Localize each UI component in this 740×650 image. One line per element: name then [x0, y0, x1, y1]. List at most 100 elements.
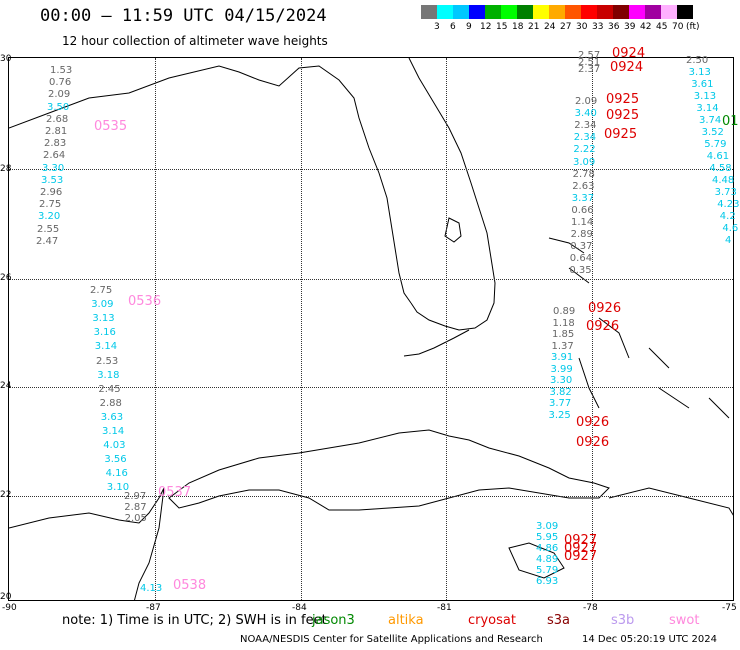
color-scale-label: 9: [466, 22, 472, 32]
satellite-legend-entry: s3b: [611, 613, 635, 628]
parallel-line: [9, 169, 733, 170]
wave-height-value: 2.78: [572, 168, 595, 180]
color-scale-label: 33: [592, 22, 604, 32]
color-swatch: [517, 5, 533, 19]
wave-height-value: 3.77: [549, 398, 572, 409]
pass-time-label: 0925: [606, 92, 640, 107]
wave-height-value: 3.13: [688, 67, 711, 78]
color-scale-label: 39: [624, 22, 636, 32]
color-scale-label: 3: [434, 22, 440, 32]
wave-height-value: 2.50: [686, 55, 709, 66]
lon-label: -87: [146, 603, 161, 613]
color-swatch: [565, 5, 581, 19]
wave-height-value: 0.64: [569, 253, 593, 265]
wave-height-value: 3.13: [92, 313, 115, 325]
pass-time-label: 0927: [564, 541, 598, 556]
color-swatch: [613, 5, 629, 19]
color-scale-label: (ft): [686, 22, 700, 32]
wave-height-value: 3.18: [97, 369, 120, 381]
wave-height-value: 3.40: [574, 108, 597, 120]
wave-height-value: 5.79: [536, 565, 559, 576]
wave-height-value: 2.97: [124, 491, 147, 502]
meridian-line: [155, 58, 156, 600]
gulf-coastline: [9, 65, 412, 304]
pass-time-label: 0925: [604, 127, 638, 142]
wave-height-value: 4.2: [719, 211, 736, 222]
wave-height-value: 3.13: [693, 91, 717, 102]
wave-height-value: 3.61: [691, 79, 714, 90]
wave-height-value: 3.37: [571, 192, 595, 204]
units-note: note: 1) Time is in UTC; 2) SWH is in fe…: [62, 613, 327, 628]
wave-height-value: 5.95: [536, 532, 559, 543]
wave-height-value: 1.37: [551, 340, 574, 352]
pass-time-label: 0535: [94, 119, 128, 134]
map-panel: [8, 57, 734, 601]
pass-time-label: 0924: [610, 60, 644, 75]
color-swatch: [437, 5, 453, 19]
color-swatch: [485, 5, 501, 19]
wave-height-value: 2.09: [48, 89, 71, 101]
color-scale-label: 6: [450, 22, 456, 32]
color-swatch: [549, 5, 565, 19]
wave-height-value: 2.64: [43, 150, 66, 162]
color-scale-label: 42: [640, 22, 652, 32]
wave-height-value: 1.53: [50, 65, 73, 76]
florida-keys: [403, 329, 470, 357]
color-swatch: [421, 5, 437, 19]
florida-east-coast: [408, 58, 496, 331]
lon-label: -84: [292, 603, 307, 613]
jamaica-coast: [508, 542, 565, 579]
wave-height-value: 4.16: [105, 468, 128, 480]
color-swatch: [645, 5, 661, 19]
wave-height-value: 1.14: [571, 217, 594, 228]
lat-label: 24: [0, 381, 12, 391]
wave-height-value: 2.83: [44, 138, 67, 150]
wave-height-value: 4.58: [709, 163, 732, 174]
parallel-line: [9, 279, 733, 280]
wave-height-value: 3.30: [550, 375, 573, 386]
wave-height-value: 4.6: [722, 223, 739, 234]
wave-height-value: 2.96: [40, 187, 63, 198]
generated-timestamp: 14 Dec 05:20:19 UTC 2024: [582, 634, 717, 645]
color-swatch: [661, 5, 677, 19]
pass-time-label: 0538: [173, 578, 207, 593]
yucatan-coast: [9, 487, 165, 600]
wave-height-value: 0.89: [553, 306, 576, 317]
satellite-legend-entry: swot: [669, 613, 700, 628]
wave-height-value: 2.88: [99, 397, 122, 409]
lat-label: 30: [0, 54, 12, 64]
wave-height-value: 3.25: [548, 409, 571, 421]
lake-okeechobee: [444, 217, 462, 243]
wave-height-value: 2.87: [124, 502, 147, 513]
color-scale-label: 70: [672, 22, 684, 32]
color-swatch: [677, 5, 693, 19]
color-scale-label: 24: [544, 22, 556, 32]
meridian-line: [301, 58, 302, 600]
color-swatch: [581, 5, 597, 19]
lat-label: 22: [0, 490, 12, 500]
wave-height-value: 0.76: [49, 77, 72, 89]
wave-height-value: 3.74: [699, 115, 722, 126]
wave-height-value: 2.63: [572, 180, 595, 192]
hispaniola-coast: [608, 487, 733, 516]
satellite-legend-entry: jason3: [312, 613, 355, 628]
wave-height-value: 3.09: [536, 521, 559, 532]
meridian-line: [592, 58, 593, 600]
color-scale-label: 27: [560, 22, 572, 32]
wave-height-value: 3.73: [714, 187, 737, 198]
wave-height-value: 1.85: [552, 329, 575, 340]
color-scale-label: 15: [496, 22, 508, 32]
pass-time-label: 0926: [576, 435, 610, 450]
color-scale-label: 12: [480, 22, 492, 32]
wave-height-value: 0.35: [569, 265, 592, 277]
wave-height-value: 3.99: [550, 363, 573, 375]
pass-time-label: 0926: [576, 415, 610, 430]
wave-height-value: 2.34: [573, 132, 597, 144]
pass-time-label: 0926: [588, 301, 622, 316]
wave-height-value: 4.89: [536, 554, 559, 565]
wave-height-value: 2.34: [574, 120, 597, 132]
wave-height-value: 2.75: [90, 285, 113, 296]
color-scale-label: 30: [576, 22, 588, 32]
color-swatch: [453, 5, 469, 19]
wave-height-value: 3.82: [549, 386, 572, 398]
